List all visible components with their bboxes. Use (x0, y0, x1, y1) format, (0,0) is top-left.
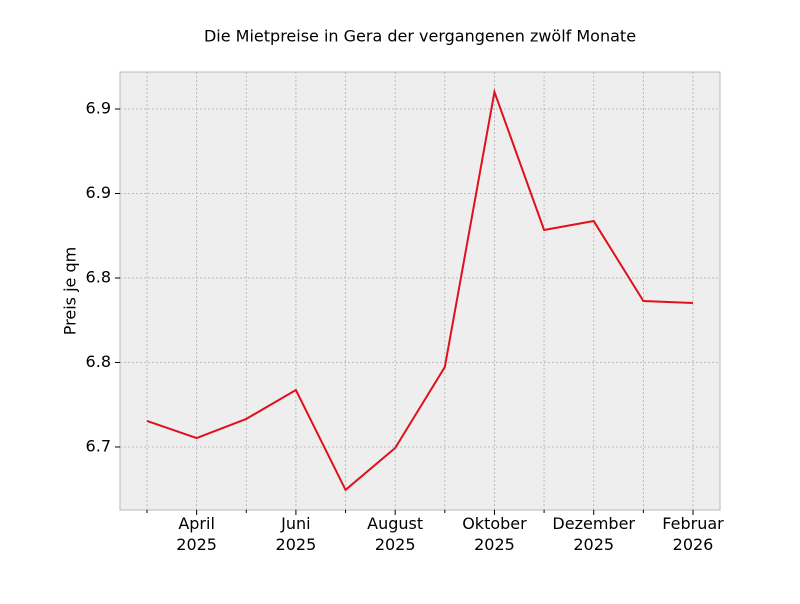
y-tick-label: 6.8 (86, 352, 111, 371)
y-tick-label: 6.7 (86, 436, 111, 455)
x-tick-label: Dezember 2025 (552, 514, 636, 554)
x-tick-label: Oktober 2025 (462, 514, 527, 554)
x-tick-label: Juni 2025 (275, 514, 317, 554)
y-tick-label: 6.9 (86, 99, 111, 118)
y-tick-label: 6.9 (86, 183, 111, 202)
line (146, 88, 694, 492)
x-tick-label: Februar 2026 (662, 514, 724, 554)
x-tick-label: August 2025 (367, 514, 424, 554)
y-axis-label: Preis je qm (61, 247, 80, 335)
plot-area (119, 71, 721, 511)
y-tick-label: 6.8 (86, 267, 111, 286)
chart-title: Die Mietpreise in Gera der vergangenen z… (204, 27, 636, 46)
x-tick-label: April 2025 (176, 514, 217, 554)
